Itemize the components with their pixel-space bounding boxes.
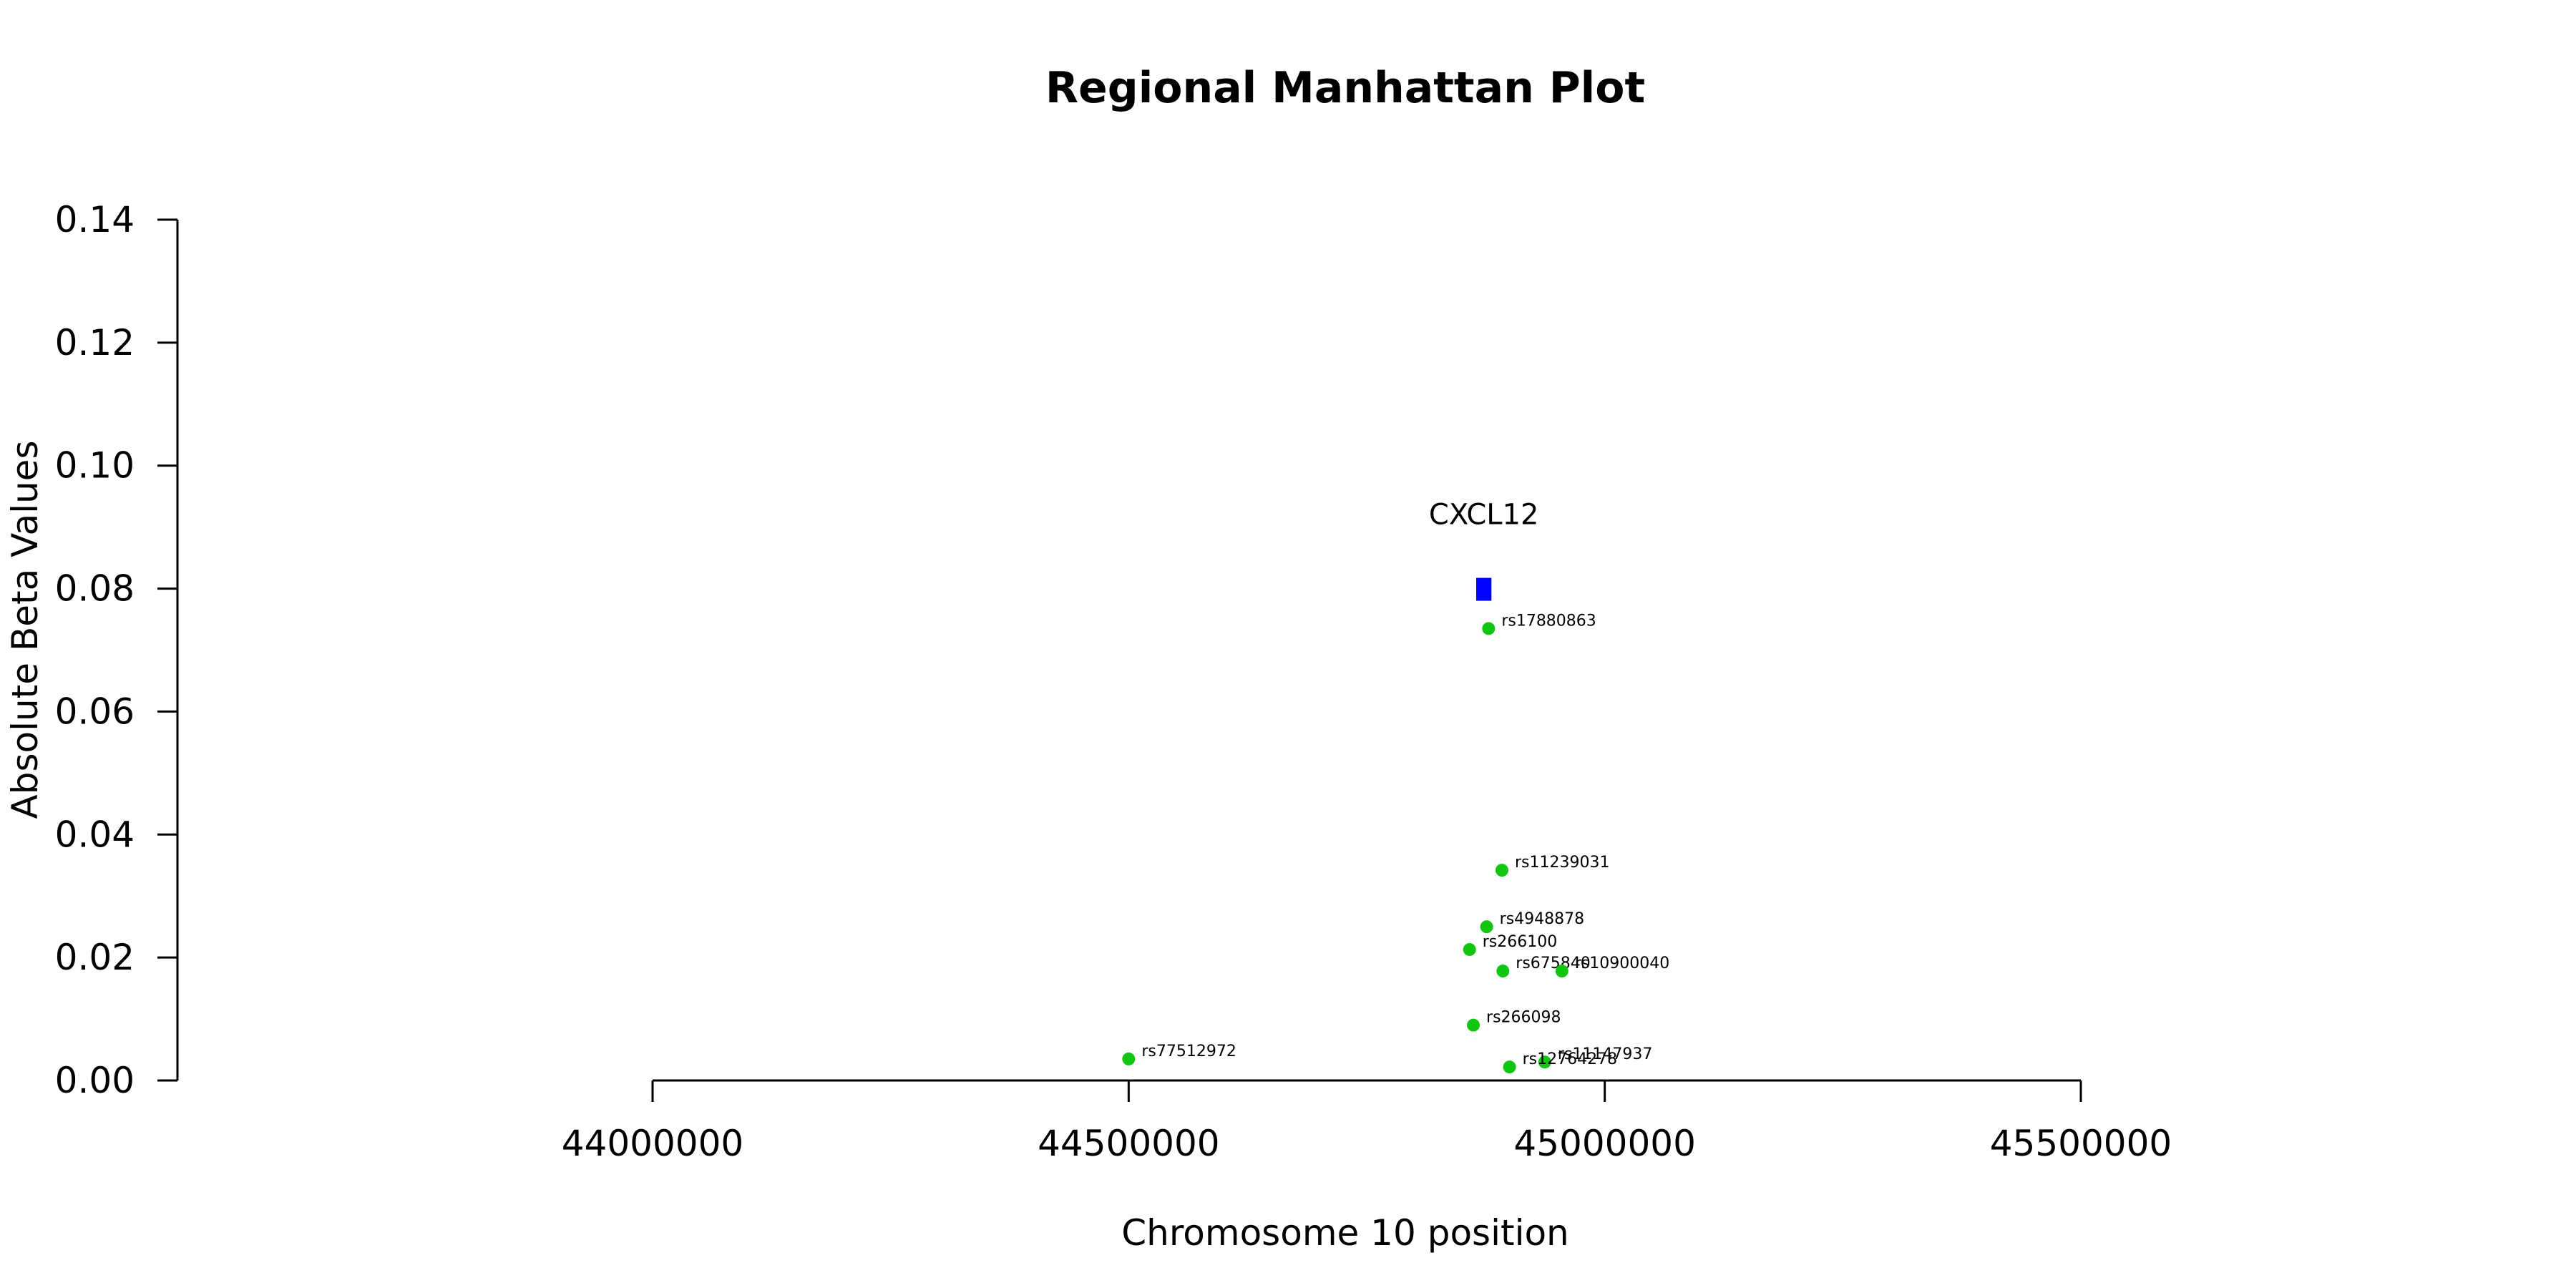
- x-tick-label: 44000000: [562, 1123, 744, 1164]
- snp-point: [1495, 864, 1508, 877]
- chart-title: Regional Manhattan Plot: [1045, 63, 1645, 113]
- y-tick-label: 0.02: [55, 937, 135, 978]
- y-tick-label: 0.12: [55, 322, 135, 364]
- snp-point: [1555, 965, 1568, 978]
- snp-point: [1122, 1052, 1136, 1065]
- y-tick-label: 0.08: [55, 568, 135, 610]
- gene-layer: CXCL12: [1429, 499, 1539, 601]
- snp-label: rs11147937: [1558, 1045, 1652, 1063]
- x-tick-label: 45500000: [1990, 1123, 2172, 1164]
- x-tick-label: 45000000: [1513, 1123, 1696, 1164]
- snp-point: [1538, 1055, 1551, 1069]
- snp-label: rs266100: [1483, 933, 1558, 951]
- y-tick-label: 0.10: [55, 445, 135, 487]
- gene-label: CXCL12: [1429, 499, 1539, 532]
- snp-label: rs11239031: [1515, 854, 1609, 872]
- snp-point: [1496, 965, 1510, 978]
- snp-point: [1463, 942, 1476, 956]
- snp-label: rs77512972: [1141, 1043, 1236, 1060]
- snp-point: [1480, 920, 1493, 934]
- y-axis: 0.00 0.02 0.04 0.06 0.08 0.10 0.12 0.14: [55, 199, 179, 1101]
- snp-point: [1467, 1018, 1480, 1032]
- y-tick-label: 0.06: [55, 691, 135, 732]
- snp-point: [1482, 622, 1496, 635]
- snp-label: rs10900040: [1575, 955, 1669, 972]
- snp-point: [1503, 1060, 1516, 1074]
- points-layer: rs17880863 rs11239031 rs4948878 rs266100 rs6…: [1122, 612, 1669, 1074]
- y-tick-label: 0.04: [55, 814, 135, 855]
- x-tick-label: 44500000: [1038, 1123, 1220, 1164]
- y-tick-label: 0.00: [55, 1060, 135, 1101]
- snp-label: rs12764278: [1523, 1050, 1617, 1068]
- snp-label: rs675840: [1516, 955, 1591, 972]
- x-axis: 44000000 44500000 45000000 45500000: [562, 1079, 2172, 1164]
- y-tick-label: 0.14: [55, 199, 135, 240]
- snp-label: rs17880863: [1501, 612, 1596, 630]
- x-axis-title: Chromosome 10 position: [1121, 1212, 1569, 1254]
- gene-marker: [1476, 577, 1492, 601]
- snp-label: rs266098: [1486, 1009, 1561, 1027]
- y-axis-title: Absolute Beta Values: [4, 441, 46, 819]
- snp-label: rs4948878: [1500, 910, 1585, 928]
